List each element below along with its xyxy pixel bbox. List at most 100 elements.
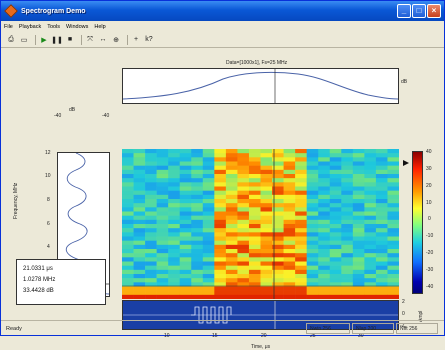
- spectrogram-cell: [295, 161, 307, 166]
- spectrogram-cell: [306, 244, 319, 250]
- spectrogram-axes[interactable]: [122, 149, 400, 300]
- spectrogram-cell: [225, 203, 238, 208]
- spectrogram-cell: [329, 290, 342, 296]
- spectrogram-cell: [260, 149, 273, 154]
- menu-playback[interactable]: Playback: [18, 23, 42, 30]
- spectrogram-cell: [248, 203, 261, 208]
- spectrogram-cell: [318, 232, 331, 237]
- menu-help[interactable]: Help: [94, 23, 106, 30]
- spectrogram-cell: [145, 169, 157, 175]
- spectrogram-cell: [214, 236, 227, 241]
- ampl-tick-minus-2: -2: [400, 323, 405, 329]
- spectrogram-cell: [133, 153, 146, 158]
- spectrogram-cell: [364, 178, 377, 183]
- print-preview-icon[interactable]: ▭: [20, 36, 28, 44]
- spectrogram-cell: [364, 244, 377, 250]
- spectrogram-cell: [306, 190, 319, 196]
- spectrogram-cell: [225, 278, 238, 283]
- spectrogram-cell: [329, 157, 342, 162]
- menu-windows[interactable]: Windows: [66, 23, 89, 30]
- spectrogram-cell: [352, 211, 365, 216]
- spectrogram-cell: [272, 186, 284, 191]
- spectrogram-cell: [352, 161, 365, 166]
- spectrogram-cell: [283, 211, 296, 216]
- spectrogram-cell: [145, 182, 157, 187]
- close-button[interactable]: ×: [427, 4, 441, 18]
- spectrogram-cell: [272, 274, 284, 279]
- spectrogram-cell: [375, 161, 388, 166]
- spectrogram-cell: [295, 224, 307, 229]
- spectrogram-cell: [375, 219, 388, 225]
- spectrogram-cell: [191, 294, 204, 300]
- spectrogram-cell: [295, 253, 307, 258]
- spectrogram-cell: [295, 165, 307, 171]
- spectrogram-cell: [133, 228, 146, 233]
- spectrogram-cell: [214, 157, 227, 162]
- spectrogram-cell: [329, 236, 342, 241]
- spectrogram-cell: [156, 182, 169, 187]
- spectrogram-cell: [168, 199, 181, 204]
- spectrogram-cell: [318, 174, 331, 179]
- spectrogram-cell: [168, 153, 181, 158]
- help-cursor-icon[interactable]: k?: [145, 36, 153, 43]
- spectrogram-cell: [329, 232, 342, 237]
- spectrogram-cell: [225, 244, 238, 250]
- spectrogram-cell: [283, 282, 296, 287]
- spectrogram-cell: [260, 207, 273, 212]
- spectrogram-cell: [237, 219, 250, 225]
- maximize-button[interactable]: □: [412, 4, 426, 18]
- spectrogram-cell: [133, 169, 146, 175]
- spectrogram-cell: [237, 282, 250, 287]
- spectrogram-cell: [214, 178, 227, 183]
- spectrogram-cell: [295, 286, 307, 291]
- spectrogram-cell: [375, 228, 388, 233]
- zoom-vertical-icon[interactable]: ⊕: [113, 36, 119, 44]
- spectrogram-cell: [306, 269, 319, 275]
- spectrogram-cell: [179, 294, 192, 300]
- spectrogram-cell: [329, 294, 342, 300]
- spectrogram-cell: [283, 178, 296, 183]
- stop-icon[interactable]: ■: [67, 36, 73, 43]
- pause-icon[interactable]: ❚❚: [51, 36, 63, 44]
- zoom-fit-icon[interactable]: ⤧: [87, 35, 93, 43]
- crosshair-icon[interactable]: +: [133, 36, 139, 43]
- spectrogram-cell: [145, 261, 157, 266]
- spectrogram-cell: [272, 257, 284, 262]
- zoom-horizontal-icon[interactable]: ↔: [99, 36, 107, 43]
- top-power-axes[interactable]: [122, 68, 399, 104]
- spectrogram-cell: [364, 249, 377, 254]
- spectrogram-cell: [202, 186, 215, 191]
- spectrogram-cell: [341, 261, 354, 266]
- play-icon[interactable]: ▶: [41, 36, 47, 44]
- colorbar[interactable]: [412, 151, 423, 294]
- spectrogram-cell: [341, 207, 354, 212]
- colorbar-tick-40: 40: [426, 149, 432, 155]
- spectrogram-cell: [248, 274, 261, 279]
- spectrogram-cell: [306, 257, 319, 262]
- spectrogram-cell: [283, 290, 296, 296]
- print-icon[interactable]: ⎙: [8, 35, 14, 43]
- spectrogram-cell: [283, 249, 296, 254]
- minimize-button[interactable]: _: [397, 4, 411, 18]
- spectrogram-cell: [248, 169, 261, 175]
- spectrogram-cell: [272, 261, 284, 266]
- spectrogram-cell: [168, 165, 181, 171]
- spectrogram-cell: [248, 199, 261, 204]
- spectrogram-cell: [122, 157, 134, 162]
- spectrogram-cell: [272, 219, 284, 225]
- spectrogram-cell: [318, 224, 331, 229]
- spectrogram-cell: [387, 182, 400, 187]
- spectrogram-cell: [133, 182, 146, 187]
- spectrogram-cell: [156, 161, 169, 166]
- spectrogram-cell: [364, 290, 377, 296]
- spectrogram-cell: [156, 153, 169, 158]
- spectrogram-cell: [375, 253, 388, 258]
- spectrogram-cell: [237, 165, 250, 171]
- menu-tools[interactable]: Tools: [47, 23, 61, 30]
- title-bar[interactable]: Spectrogram Demo _ □ ×: [1, 1, 444, 21]
- menu-file[interactable]: File: [4, 23, 13, 30]
- spectrogram-cell: [145, 149, 157, 154]
- spectrogram-cell: [122, 186, 134, 191]
- colorbar-arrow-icon[interactable]: [403, 160, 409, 166]
- spectrogram-cell: [122, 269, 134, 275]
